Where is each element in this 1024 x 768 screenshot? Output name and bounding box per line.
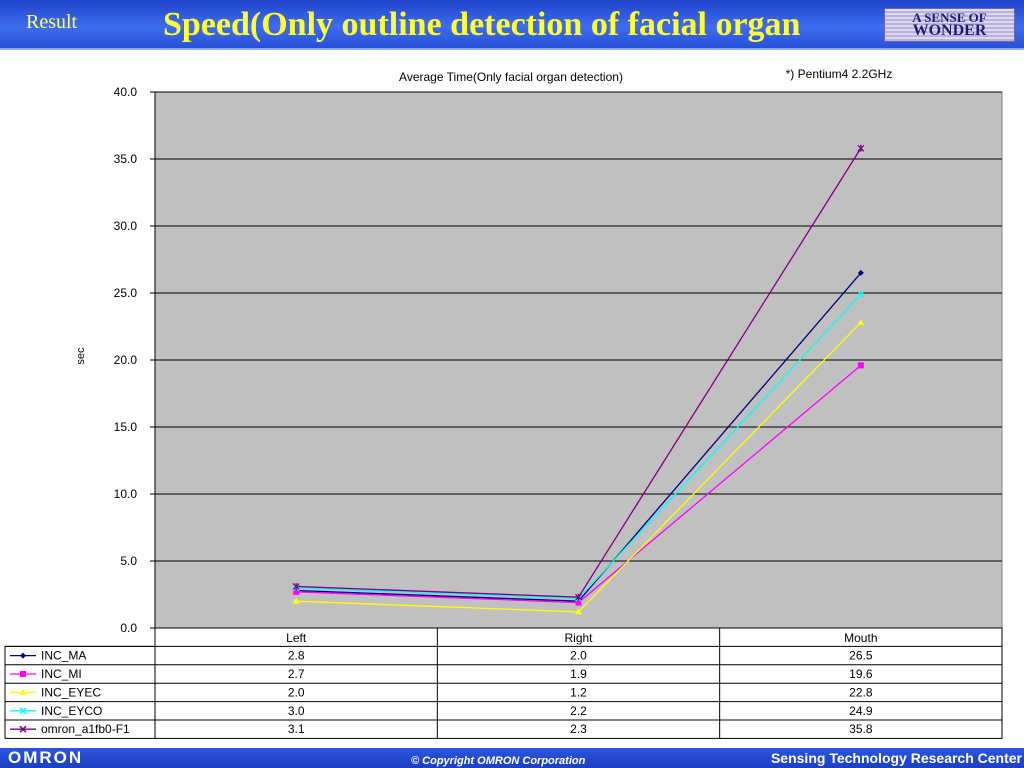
y-tick-label: 10.0: [114, 487, 138, 501]
header-divider: [0, 48, 1024, 50]
table-cell-value: 3.1: [288, 722, 305, 736]
line-chart: 0.0 5.0 10.0 15.0 20.0 25.0 30.0 35.0 40.0 sec Ave…: [4, 67, 1003, 739]
data-point: [857, 318, 865, 325]
y-tick-label: 0.0: [120, 621, 137, 635]
y-axis-label: sec: [75, 347, 87, 365]
y-tick-label: 30.0: [114, 219, 138, 233]
copyright-text: © Copyright OMRON Corporation: [411, 755, 586, 767]
legend-key-marker: [19, 688, 27, 695]
y-tick-label: 35.0: [114, 152, 138, 166]
data-point: [857, 290, 865, 298]
data-point: [857, 144, 865, 152]
table-cell-value: 2.3: [570, 722, 587, 736]
logo-line-1: A SENSE OF: [912, 10, 987, 25]
logo-line-2: WONDER: [912, 22, 987, 39]
legend-label: INC_MI: [41, 667, 82, 681]
y-tick-label: 5.0: [120, 554, 137, 568]
legend-key-marker: [20, 671, 26, 677]
chart-annotation: *) Pentium4 2.2GHz: [786, 67, 893, 81]
y-tick-label: 25.0: [114, 286, 138, 300]
table-cell-value: 26.5: [849, 649, 873, 663]
data-point: [293, 588, 300, 595]
legend-label: INC_MA: [41, 649, 86, 663]
legend-label: INC_EYCO: [41, 704, 102, 718]
x-category-label: Left: [286, 631, 307, 645]
table-cell-value: 1.9: [570, 667, 587, 681]
table-cell-value: 1.2: [570, 685, 587, 699]
data-point: [292, 582, 300, 590]
y-tick-label: 20.0: [114, 353, 138, 367]
slide-header: Result Speed(Only outline detection of f…: [0, 0, 1024, 48]
data-point: [575, 599, 582, 606]
table-cell-value: 3.0: [288, 704, 305, 718]
omron-logo: OMRON: [8, 748, 84, 767]
table-cell-value: 2.7: [288, 667, 305, 681]
table-cell-value: 2.2: [570, 704, 587, 718]
table-cell-value: 22.8: [849, 685, 873, 699]
table-cell-value: 24.9: [849, 704, 873, 718]
sense-of-wonder-logo: A SENSE OF WONDER: [884, 8, 1015, 42]
section-tag: Result: [26, 11, 78, 33]
slide-title: Speed(Only outline detection of facial o…: [163, 6, 801, 43]
table-cell-value: 2.0: [288, 685, 305, 699]
chart-title: Average Time(Only facial organ detection…: [399, 70, 623, 84]
legend-key-marker: [20, 652, 26, 659]
table-cell-value: 2.0: [570, 649, 587, 663]
y-tick-label: 15.0: [114, 420, 138, 434]
legend-label: omron_a1fb0-F1: [41, 722, 130, 736]
x-category-label: Mouth: [844, 631, 877, 645]
data-point: [857, 269, 864, 276]
data-point: [575, 608, 582, 615]
table-cell-value: 19.6: [849, 667, 873, 681]
data-point: [292, 597, 300, 604]
legend-key-marker: [19, 725, 27, 733]
research-center-label: Sensing Technology Research Center: [770, 750, 1022, 766]
data-point: [857, 362, 864, 369]
x-category-label: Right: [564, 631, 593, 645]
table-cell-value: 35.8: [849, 722, 873, 736]
slide-footer: OMRON © Copyright OMRON Corporation Sens…: [0, 748, 1024, 768]
data-point: [575, 593, 582, 601]
legend-label: INC_EYEC: [41, 685, 101, 699]
legend-key-marker: [19, 707, 27, 715]
table-cell-value: 2.8: [288, 649, 305, 663]
y-tick-label: 40.0: [114, 85, 138, 99]
